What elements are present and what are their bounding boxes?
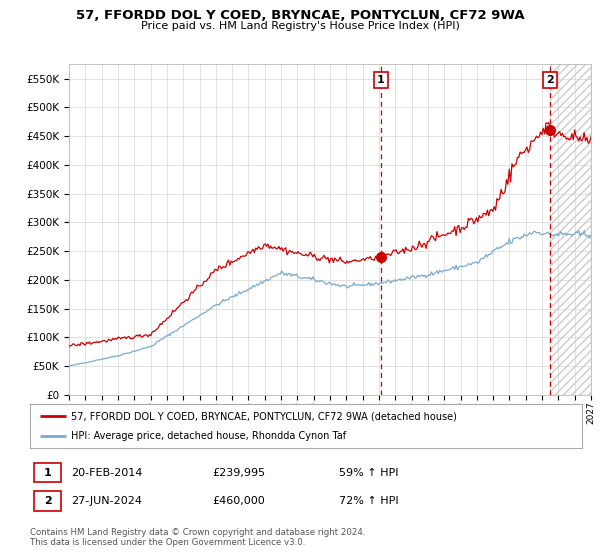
Text: 2: 2 [546, 75, 554, 85]
Text: Contains HM Land Registry data © Crown copyright and database right 2024.
This d: Contains HM Land Registry data © Crown c… [30, 528, 365, 547]
FancyBboxPatch shape [34, 491, 61, 511]
Text: 2: 2 [44, 496, 52, 506]
Text: 1: 1 [44, 468, 52, 478]
Text: 27-JUN-2024: 27-JUN-2024 [71, 496, 142, 506]
Text: 59% ↑ HPI: 59% ↑ HPI [339, 468, 398, 478]
Text: Price paid vs. HM Land Registry's House Price Index (HPI): Price paid vs. HM Land Registry's House … [140, 21, 460, 31]
Text: 20-FEB-2014: 20-FEB-2014 [71, 468, 143, 478]
Text: £460,000: £460,000 [212, 496, 265, 506]
Text: 72% ↑ HPI: 72% ↑ HPI [339, 496, 399, 506]
Text: 1: 1 [377, 75, 385, 85]
Text: £239,995: £239,995 [212, 468, 265, 478]
Text: 57, FFORDD DOL Y COED, BRYNCAE, PONTYCLUN, CF72 9WA: 57, FFORDD DOL Y COED, BRYNCAE, PONTYCLU… [76, 9, 524, 22]
FancyBboxPatch shape [34, 463, 61, 483]
Text: HPI: Average price, detached house, Rhondda Cynon Taf: HPI: Average price, detached house, Rhon… [71, 431, 347, 441]
Text: 57, FFORDD DOL Y COED, BRYNCAE, PONTYCLUN, CF72 9WA (detached house): 57, FFORDD DOL Y COED, BRYNCAE, PONTYCLU… [71, 411, 457, 421]
